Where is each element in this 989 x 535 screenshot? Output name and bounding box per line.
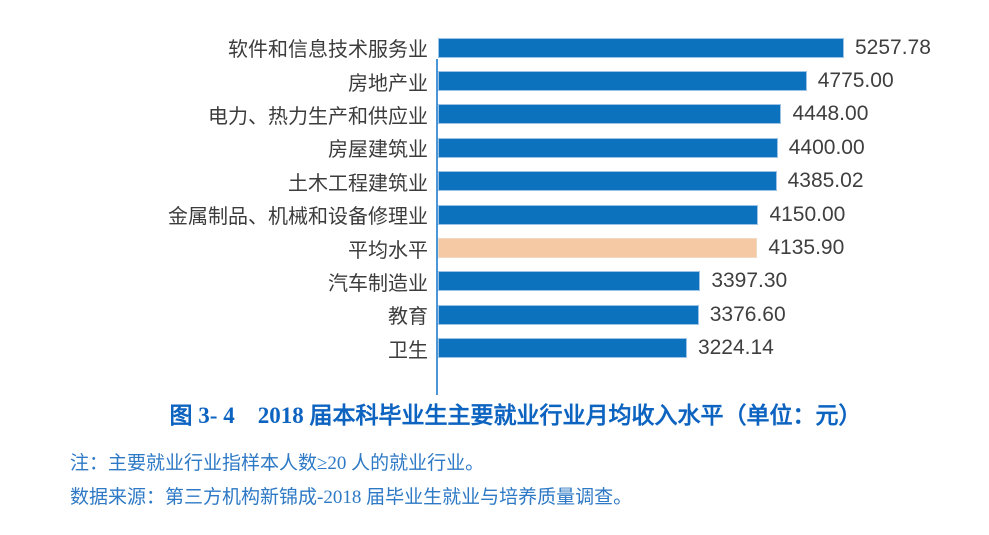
bar-row: 平均水平 4135.90 [0,231,989,264]
bar-row: 汽车制造业 3397.30 [0,265,989,298]
value-label: 3224.14 [697,336,774,360]
category-label: 房屋建筑业 [328,139,428,162]
category-label: 软件和信息技术服务业 [228,39,428,62]
value-label: 4135.90 [768,236,845,260]
value-label: 4400.00 [788,135,865,159]
data-source-note: 数据来源：第三方机构新锦成-2018 届毕业生就业与培养质量调查。 [70,487,633,508]
average-bar [438,238,758,259]
value-label: 4385.02 [787,169,864,193]
value-label: 5257.78 [855,35,931,59]
bar-track: 4135.90 [438,231,844,264]
category-label: 电力、热力生产和供应业 [208,105,428,128]
category-label: 汽车制造业 [328,272,428,295]
bar-track: 5257.78 [438,31,931,64]
bar-track: 4400.00 [438,131,865,164]
bar-track: 4775.00 [438,64,894,97]
value-label: 4775.00 [817,69,894,93]
bar [438,71,807,92]
bar-row: 电力、热力生产和供应业 4448.00 [0,98,989,131]
bar-row: 土木工程建筑业 4385.02 [0,165,989,198]
chart-footnote: 注：主要就业行业指样本人数≥20 人的就业行业。 [70,453,485,474]
bar [438,271,701,292]
bar-track: 4448.00 [438,98,868,131]
bar-track: 4150.00 [438,198,845,231]
bar-row: 房屋建筑业 4400.00 [0,131,989,164]
bar-row: 房地产业 4775.00 [0,64,989,97]
bar-track: 3397.30 [438,265,787,298]
bar-track: 3376.60 [438,298,786,331]
value-label: 4150.00 [769,202,846,226]
category-label: 平均水平 [348,239,428,262]
bar-row: 金属制品、机械和设备修理业 4150.00 [0,198,989,231]
bar [438,204,759,225]
bar-track: 3224.14 [438,332,774,365]
value-label: 3397.30 [711,269,788,293]
category-label: 土木工程建筑业 [288,172,428,195]
category-label: 金属制品、机械和设备修理业 [168,206,428,229]
category-label: 教育 [388,306,428,329]
value-label: 3376.60 [709,302,786,326]
bar [438,137,778,158]
bar [438,37,844,58]
bar-track: 4385.02 [438,165,864,198]
chart-title: 图 3- 4 2018 届本科毕业生主要就业行业月均收入水平（单位：元） [169,403,862,428]
bar-row: 卫生 3224.14 [0,332,989,365]
bar [438,304,699,325]
bar-row: 软件和信息技术服务业 5257.78 [0,31,989,64]
category-label: 房地产业 [348,72,428,95]
bar [438,171,777,192]
bar [438,104,782,125]
category-axis-line [436,59,438,395]
value-label: 4448.00 [792,102,869,126]
bar-row: 教育 3376.60 [0,298,989,331]
category-label: 卫生 [388,339,428,362]
bar-rows: 软件和信息技术服务业 5257.78 房地产业 4775.00 电力、热力生产和供应业 4… [0,31,989,365]
bar [438,338,687,359]
bar-chart: 软件和信息技术服务业 5257.78 房地产业 4775.00 电力、热力生产和供应业 4… [0,31,989,395]
